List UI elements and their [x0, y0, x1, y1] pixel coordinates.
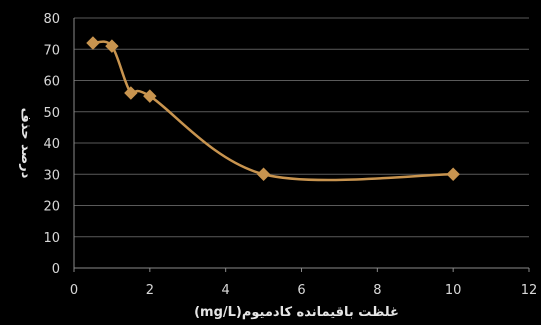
x-tick-label: 6 — [297, 283, 305, 298]
y-tick-label: 50 — [43, 106, 60, 121]
data-point-marker — [86, 36, 100, 50]
data-point-marker — [446, 167, 460, 181]
x-tick-label: 0 — [70, 283, 78, 298]
y-axis-title: درصد حذف — [18, 108, 33, 179]
x-tick-label: 8 — [373, 283, 381, 298]
y-tick-label: 80 — [43, 12, 60, 27]
x-axis-title: (mg/L)غلظت باقیمانده کادمیوم — [194, 305, 399, 320]
series-line — [91, 40, 455, 182]
x-tick-label: 2 — [146, 283, 154, 298]
y-tick-label: 60 — [43, 75, 60, 90]
gridlines — [74, 17, 529, 238]
series-layer — [86, 36, 460, 182]
y-tick-label: 0 — [52, 262, 60, 277]
data-point-marker — [124, 86, 138, 100]
y-tick-label: 70 — [43, 43, 60, 58]
data-point-marker — [105, 39, 119, 53]
y-tick-label: 40 — [43, 137, 60, 152]
x-tick-label: 10 — [445, 283, 462, 298]
y-tick-label: 10 — [43, 231, 60, 246]
data-point-marker — [143, 89, 157, 103]
y-tick-label: 30 — [43, 168, 60, 183]
x-tick-label: 12 — [521, 283, 538, 298]
x-tick-label: 4 — [222, 283, 230, 298]
tick-labels: 0 10 20 30 40 50 60 70 80 0 2 4 6 8 10 12 — [43, 12, 537, 298]
data-point-marker — [256, 167, 271, 181]
y-tick-label: 20 — [43, 200, 60, 215]
axes — [73, 18, 530, 272]
